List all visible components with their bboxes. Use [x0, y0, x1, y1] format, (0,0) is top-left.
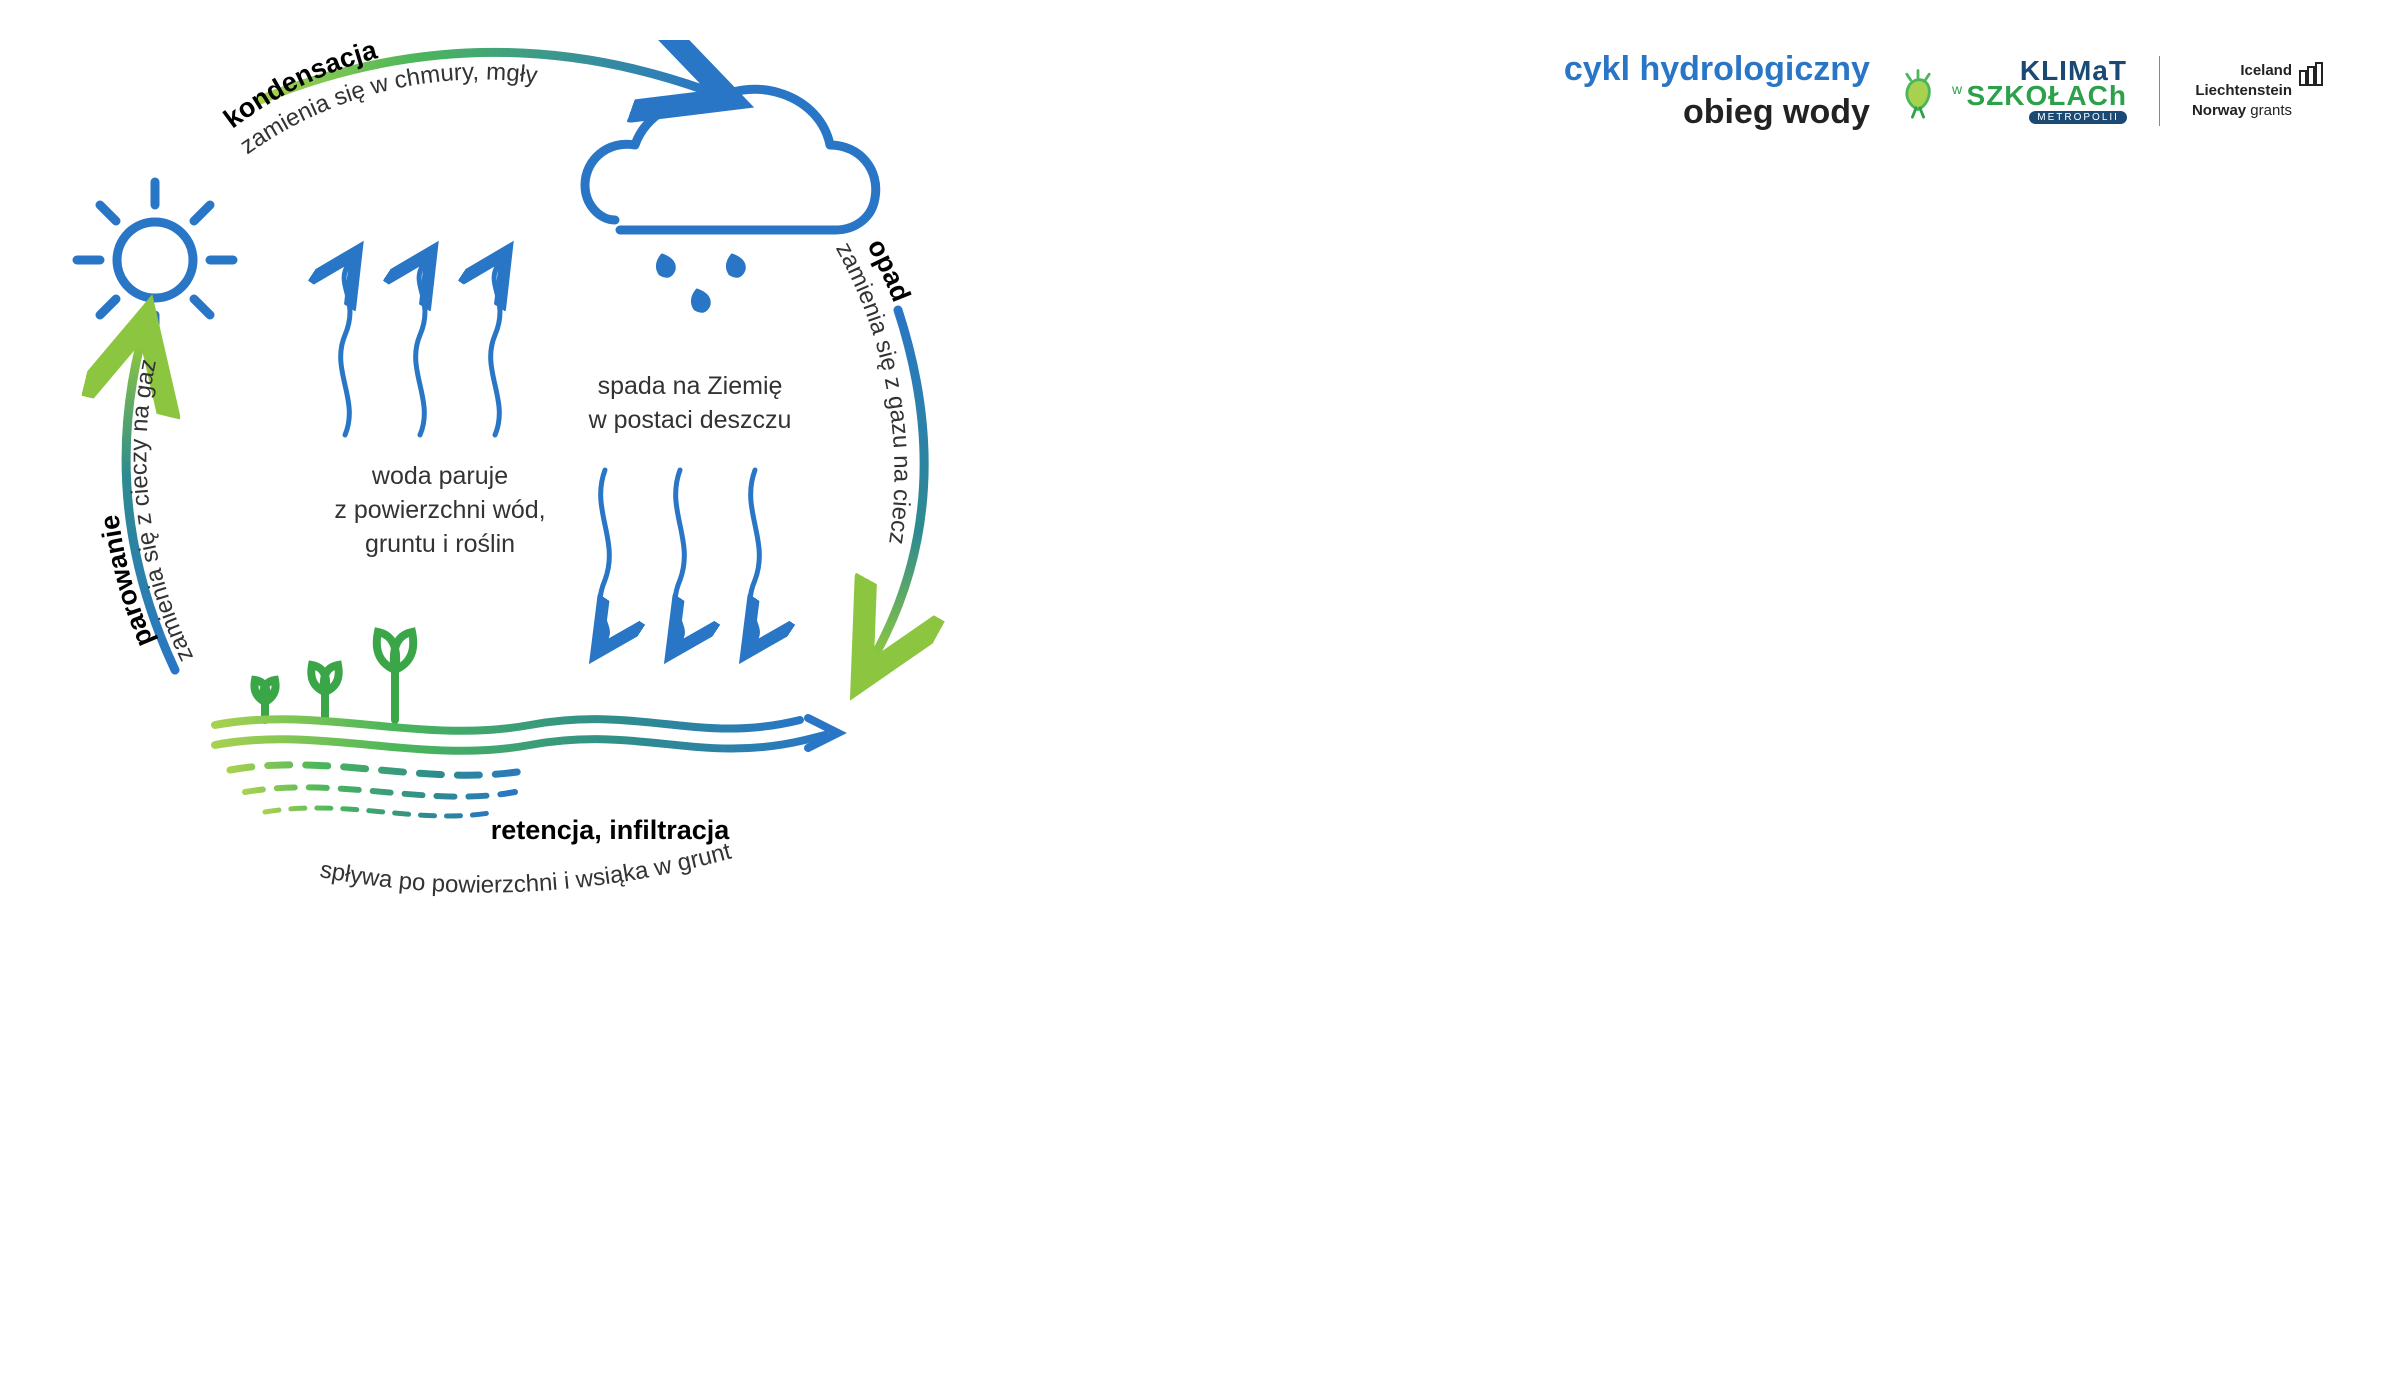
water-cycle-diagram: kondensacja zamienia się w chmury, mgły …	[60, 40, 960, 860]
title-line-2: obieg wody	[1564, 93, 1870, 132]
leaf-hand-icon	[1890, 63, 1946, 119]
header-block: cykl hydrologiczny obieg wody KLIMaT w S…	[1564, 50, 2324, 132]
grants-l1: Iceland	[2192, 61, 2292, 81]
grants-l3r: grants	[2246, 102, 2292, 119]
center-text-rain: spada na Ziemięw postaci deszczu	[570, 370, 810, 438]
logo-badge: METROPOLII	[2029, 111, 2127, 124]
logo-w: w	[1952, 81, 1962, 97]
rain-arrows	[600, 470, 759, 640]
evaporation-arrows	[341, 265, 500, 435]
separator	[2159, 56, 2160, 126]
title-line-1: cykl hydrologiczny	[1564, 50, 1870, 89]
grants-logo: Iceland Liechtenstein Norway grants	[2192, 61, 2324, 122]
ground-water-icon	[215, 632, 838, 816]
center-text-evap: woda parujez powierzchni wód,gruntu i ro…	[310, 460, 570, 561]
title-block: cykl hydrologiczny obieg wody	[1564, 50, 1870, 132]
cloud-rain-icon	[585, 89, 876, 311]
grants-l3b: Norway	[2192, 102, 2246, 119]
label-retencja: retencja, infiltracja	[330, 815, 890, 846]
sun-icon	[77, 182, 233, 338]
label-retencja-sub: spływa po powierzchni i wsiąka w grunt	[318, 838, 735, 899]
klimat-logo: KLIMaT w SZKOŁACh METROPOLII	[1890, 58, 2127, 124]
grants-l2: Liechtenstein	[2192, 81, 2292, 101]
logo-line2: SZKOŁACh	[1967, 80, 2127, 111]
grants-icon	[2298, 61, 2324, 87]
